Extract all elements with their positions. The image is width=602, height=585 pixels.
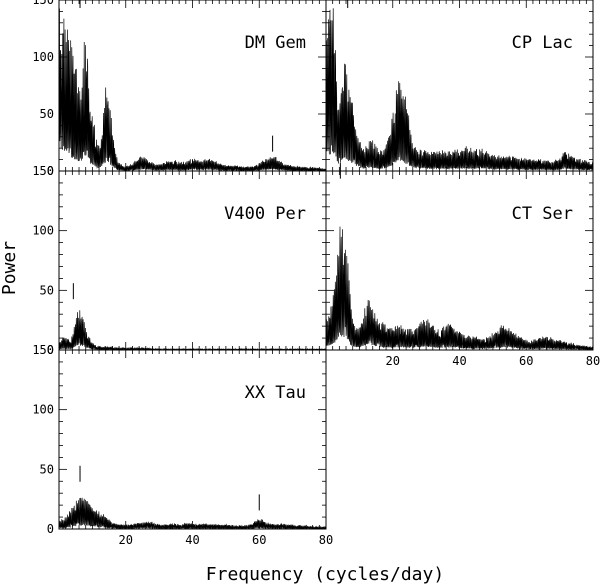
panel-title-cp-lac: CP Lac — [512, 33, 573, 53]
y-tick-label: 100 — [32, 50, 54, 64]
y-tick-label: 50 — [40, 107, 54, 121]
y-tick-label: 150 — [32, 0, 54, 7]
y-tick-label: 50 — [40, 462, 54, 476]
y-tick-label: 150 — [32, 343, 54, 357]
x-tick-label: 60 — [519, 354, 533, 368]
panel-title-xx-tau: XX Tau — [245, 383, 306, 403]
y-tick-label: 100 — [32, 403, 54, 417]
x-tick-label: 60 — [252, 533, 266, 547]
power-trace-dm-gem — [59, 8, 326, 171]
x-tick-label: 40 — [452, 354, 466, 368]
power-trace-ct-ser — [326, 226, 593, 350]
panel-frame-xx-tau — [58, 349, 327, 530]
x-tick-label: 20 — [119, 533, 133, 547]
panel-dm-gem: 0 50 100 150 DM Gem — [32, 0, 327, 178]
panel-title-dm-gem: DM Gem — [245, 33, 306, 53]
panels: 0 50 100 150 DM Gem CP Lac 0 50 100 150 V400 Per 20… — [32, 0, 600, 547]
y-tick-label: 0 — [47, 164, 54, 178]
x-tick-label: 20 — [386, 354, 400, 368]
panel-title-ct-ser: CT Ser — [512, 204, 573, 224]
y-tick-label: 0 — [47, 522, 54, 536]
y-tick-label: 0 — [47, 343, 54, 357]
y-axis-title: Power — [0, 241, 20, 295]
panel-frame-dm-gem — [58, 0, 327, 172]
panel-title-v400-per: V400 Per — [224, 204, 306, 224]
panel-cp-lac: CP Lac — [325, 0, 594, 172]
panel-xx-tau: 0 50 100 150 20 40 60 80 XX Tau — [32, 343, 333, 547]
x-tick-label: 80 — [586, 354, 600, 368]
x-axis-title: Frequency (cycles/day) — [206, 564, 444, 585]
panel-frame-v400-per — [58, 170, 327, 351]
panel-v400-per: 0 50 100 150 V400 Per — [32, 164, 327, 357]
power-trace-cp-lac — [326, 8, 593, 171]
y-tick-label: 50 — [40, 283, 54, 297]
x-tick-label: 40 — [185, 533, 199, 547]
y-tick-label: 100 — [32, 224, 54, 238]
x-tick-label: 80 — [319, 533, 333, 547]
y-tick-label: 150 — [32, 164, 54, 178]
panel-ct-ser: 20 40 60 80 CT Ser — [325, 162, 600, 368]
panel-frame-cp-lac — [325, 0, 594, 172]
